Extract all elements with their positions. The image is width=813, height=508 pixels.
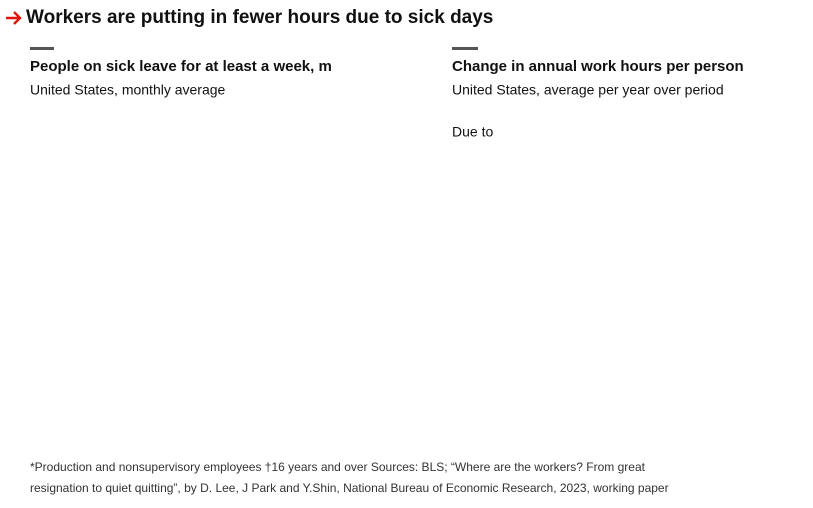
panel-title: People on sick leave for at least a week… <box>30 58 332 75</box>
footnote: *Production and nonsupervisory employees… <box>30 460 646 474</box>
panel-subtitle: United States, monthly average <box>30 82 226 98</box>
panel-title: Change in annual work hours per person <box>452 58 744 75</box>
panel-rule <box>452 47 478 50</box>
panel-rule <box>30 47 54 50</box>
page-title: Workers are putting in fewer hours due t… <box>26 7 493 28</box>
footnote: resignation to quiet quitting”, by D. Le… <box>30 481 669 495</box>
title-arrow <box>6 11 22 25</box>
panel-subtitle: United States, average per year over per… <box>452 82 724 98</box>
legend-title: Due to <box>452 124 493 140</box>
